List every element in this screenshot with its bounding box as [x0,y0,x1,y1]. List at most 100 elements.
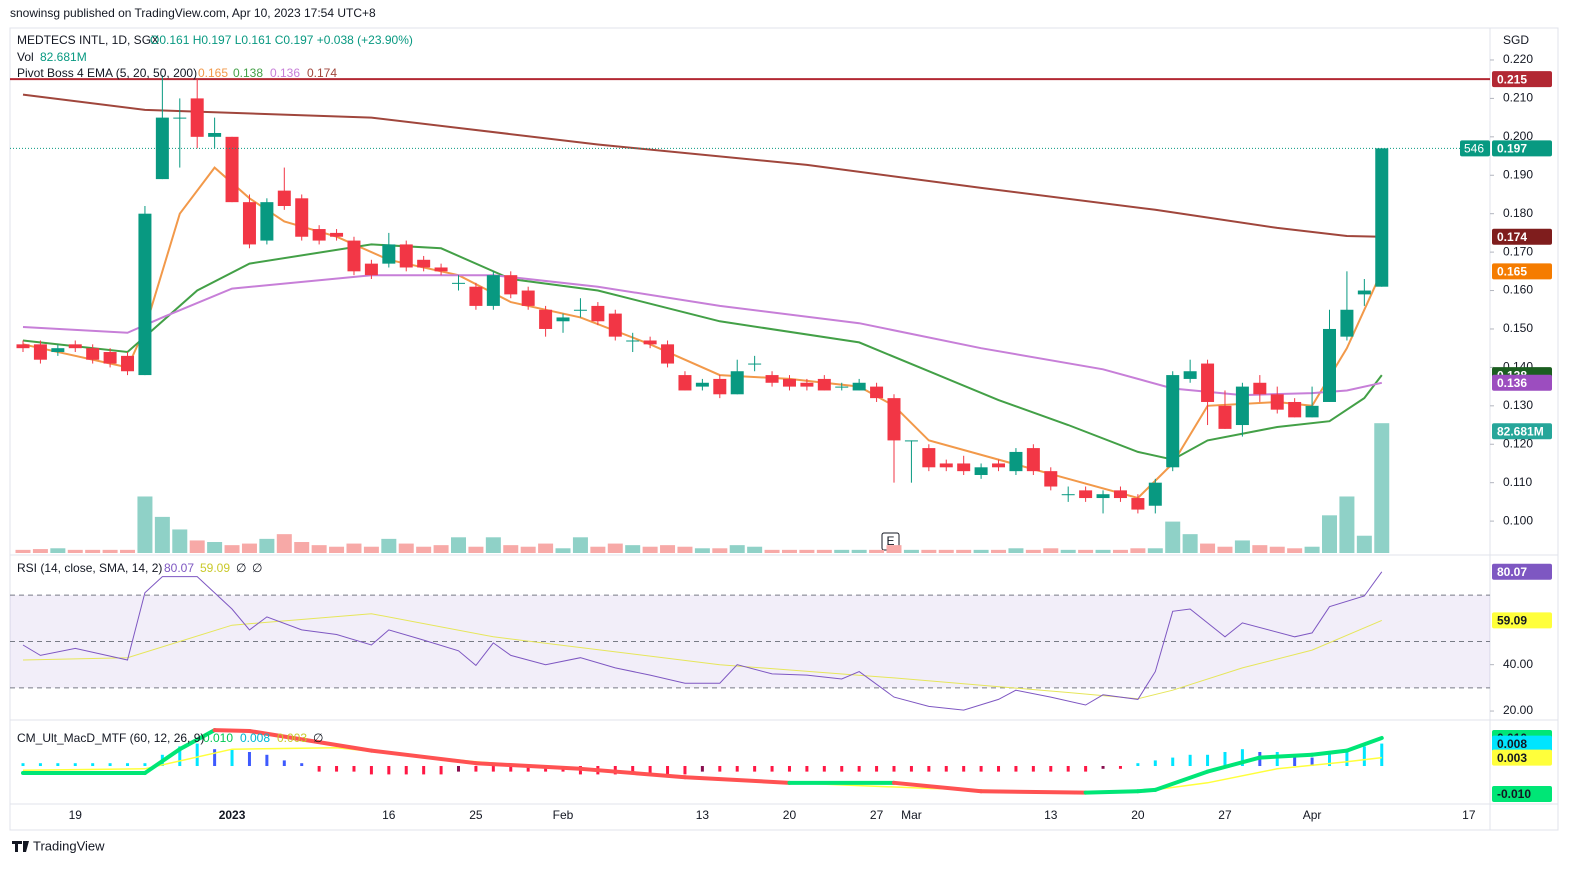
macd-hist [369,766,373,775]
volume-bar [468,546,484,553]
macd-hist [1136,763,1140,767]
volume-bar [781,549,797,553]
candle-body [1113,490,1127,499]
rsi-name: RSI (14, close, SMA, 14, 2) [17,561,162,575]
macd-value: 0.008 [240,731,270,745]
y-tick-label: 0.180 [1503,206,1533,220]
candle-body [1357,290,1371,295]
volume-bar [1112,549,1128,553]
macd-hist [1171,757,1175,767]
macd-hist [73,763,77,767]
volume-bar [451,537,466,553]
macd-line [212,728,252,733]
volume-bar [15,549,31,553]
vol-name: Vol [17,50,34,64]
candle-body [521,290,535,306]
volume-bar [1182,534,1198,553]
volume-bar [520,546,536,553]
macd-hist [666,766,670,775]
macd-badge-label: 0.008 [1497,737,1527,751]
macd-hist [979,766,983,772]
x-tick-label: 13 [1044,808,1058,822]
macd-hist [126,763,130,767]
x-tick-label: 20 [1131,808,1145,822]
candle-body [539,309,553,329]
volume-bar [1217,546,1233,553]
macd-line [369,748,478,766]
countdown-badge [1460,140,1490,157]
macd-hist [1206,754,1210,767]
macd-hist [1345,749,1349,767]
volume-bar [1304,546,1320,553]
macd-hist [1118,766,1122,769]
legend: MEDTECS INTL, 1D, SGX O0.161 H0.197 L0.1… [17,33,413,745]
candle-body [1270,394,1284,410]
macd-line [177,728,217,752]
candle-body [765,375,779,383]
volume-bar [1269,546,1285,553]
volume-bar [50,548,66,553]
macd-hist [944,766,948,772]
price-badge [1492,263,1552,280]
x-tick-label: Feb [553,808,574,822]
volume-bar [485,537,501,553]
candle-body [800,382,814,387]
macd-hist [474,766,478,772]
x-tick-label: Apr [1303,808,1322,822]
vol-value: 82.681M [40,50,87,64]
ohlc: O0.161 H0.197 L0.161 C0.197 +0.038 (+23.… [150,33,413,47]
candle-body [504,275,518,295]
price-badge-label: 0.165 [1497,264,1527,278]
macd-hist [822,766,826,772]
volume-bar [886,545,902,553]
candle-body [68,344,82,349]
volume-bar [694,548,710,553]
macd-line [473,761,583,771]
macd-hist [787,766,791,772]
volume-bar [207,542,223,553]
volume-bar [590,546,606,553]
candle-body [1340,309,1354,337]
earnings-label[interactable]: E [886,534,894,548]
macd-name: CM_Ult_MacD_MTF (60, 12, 26, 9) [17,731,204,745]
rsi-sma-line [22,613,1382,700]
macd-hist [335,766,339,772]
ema-value: 0.165 [198,66,228,80]
macd-hist [143,763,147,767]
candle-body [173,117,187,119]
candle-body [86,348,100,360]
candle-body [51,348,65,353]
macd-hist [1293,754,1297,767]
volume-bar [642,546,658,553]
candle-body [1079,490,1093,499]
rsi-value: 80.07 [164,561,194,575]
x-tick-label: 27 [1218,808,1232,822]
price-badge-label: 0.215 [1497,72,1527,86]
logo [12,841,29,852]
candle-body [748,363,762,365]
candle-body [661,344,675,364]
candle-body [1183,371,1197,379]
candle-body [312,229,326,241]
candle-body [155,117,169,180]
countdown-label: 546 [1464,142,1484,156]
volume-bar [1234,540,1250,553]
candle-body [939,463,953,468]
macd-hist [1275,751,1279,767]
macd-hist [265,754,269,767]
candle-body [1305,405,1319,418]
price-badge-label: 82.681M [1497,424,1544,438]
macd-hist [21,763,25,767]
macd-hist [317,766,321,772]
candle-body [1096,494,1110,499]
macd-badge-label: -0.010 [1497,787,1531,801]
macd-line [1135,787,1158,794]
rsi-badge-label: 59.09 [1497,614,1527,628]
macd-line [247,728,374,753]
candle-body [399,244,413,268]
volume-bar [381,538,397,553]
macd-hist [1362,746,1366,767]
price-badge-label: 0.174 [1497,230,1527,244]
x-tick-label: 17 [1462,808,1476,822]
macd-hist [962,766,966,772]
